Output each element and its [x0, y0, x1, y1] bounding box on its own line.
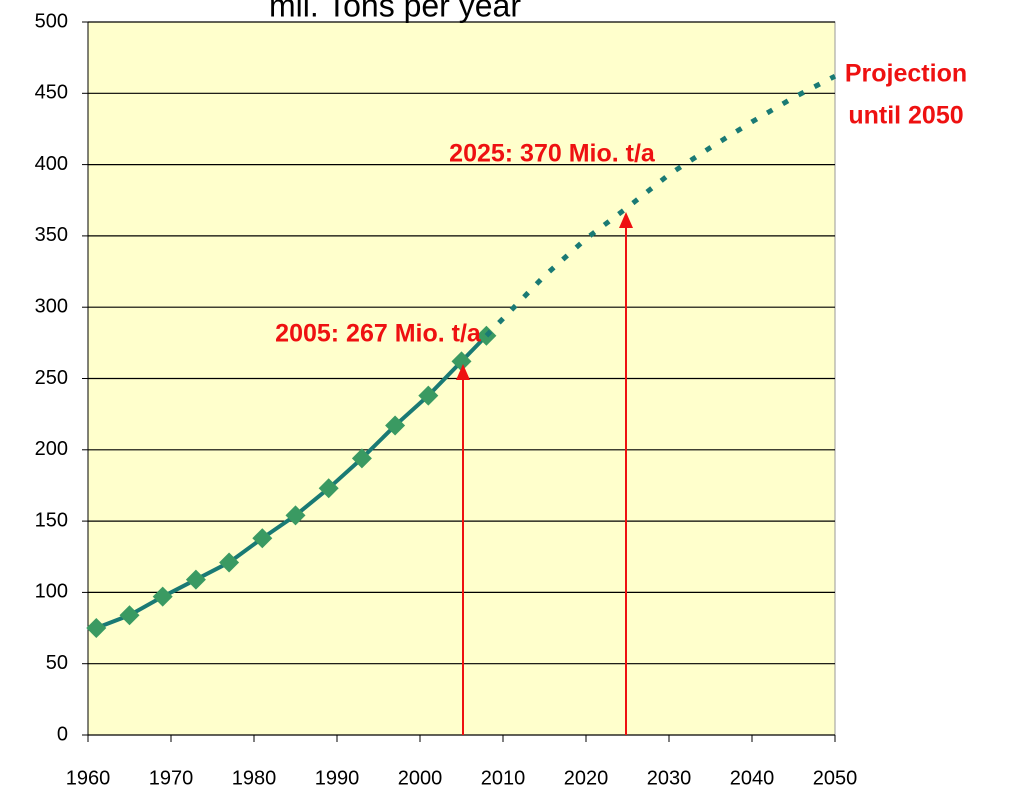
y-tick-label: 200 [35, 438, 68, 460]
marker [318, 478, 339, 499]
y-tick-label: 250 [35, 367, 68, 389]
x-tick-label: 1970 [149, 767, 194, 789]
x-tick-label: 2020 [564, 767, 609, 789]
x-tick-label: 1960 [66, 767, 111, 789]
y-tick-label: 300 [35, 295, 68, 317]
x-tick-label: 2030 [647, 767, 692, 789]
x-tick-label: 2010 [481, 767, 526, 789]
x-tick-label: 1990 [315, 767, 360, 789]
annotation: Projection [845, 60, 967, 88]
series-line [484, 73, 837, 338]
marker [86, 618, 107, 639]
arrowhead-2005 [456, 364, 470, 380]
marker [152, 586, 173, 607]
y-tick-label: 50 [46, 652, 68, 674]
arrowhead-2025 [619, 212, 633, 228]
annotation: 2005: 267 Mio. t/a [275, 320, 482, 348]
y-tick-label: 450 [35, 82, 68, 104]
y-tick-label: 0 [57, 723, 68, 745]
chart-title: mil. Tons per year [269, 0, 521, 23]
x-tick-label: 2000 [398, 767, 443, 789]
y-tick-label: 150 [35, 509, 68, 531]
y-tick-label: 500 [35, 10, 68, 32]
marker [351, 448, 372, 469]
marker [219, 552, 240, 573]
marker [385, 415, 406, 436]
y-tick-label: 350 [35, 224, 68, 246]
marker [119, 605, 140, 626]
marker [285, 505, 306, 526]
marker [252, 528, 273, 549]
x-tick-label: 2040 [730, 767, 775, 789]
y-tick-label: 100 [35, 581, 68, 603]
x-tick-label: 1980 [232, 767, 277, 789]
x-tick-label: 2050 [813, 767, 858, 789]
marker [185, 569, 206, 590]
y-tick-label: 400 [35, 153, 68, 175]
marker [451, 351, 472, 372]
annotation: 2025: 370 Mio. t/a [449, 140, 656, 168]
marker [418, 385, 439, 406]
annotation: until 2050 [848, 102, 963, 130]
